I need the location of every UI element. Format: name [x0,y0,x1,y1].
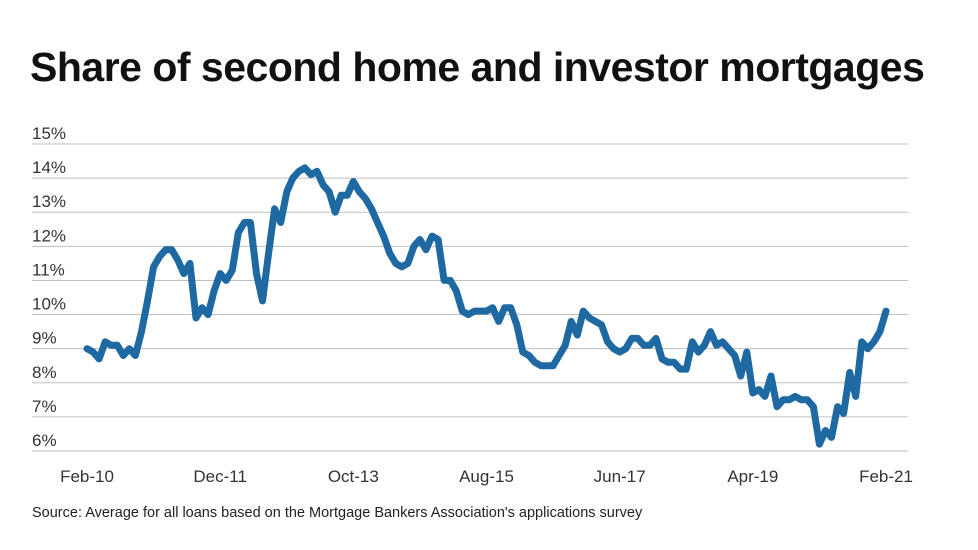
y-tick-label: 14% [32,158,66,177]
y-tick-label: 6% [32,431,57,450]
chart-title: Share of second home and investor mortga… [30,44,925,90]
source-note: Source: Average for all loans based on t… [32,505,643,521]
x-tick-label: Dec-11 [193,467,247,486]
x-tick-label: Jun-17 [594,467,646,486]
y-tick-label: 12% [32,226,66,245]
x-tick-label: Oct-13 [328,467,379,486]
x-tick-label: Apr-19 [727,467,778,486]
gridlines [32,143,908,452]
y-tick-label: 13% [32,192,66,211]
x-axis-ticks: Feb-10 Dec-11 Oct-13 Aug-15 Jun-17 Apr-19 Feb-… [60,467,913,486]
y-tick-label: 11% [32,260,65,279]
x-tick-label: Aug-15 [459,467,514,486]
x-tick-label: Feb-10 [60,467,114,486]
x-tick-label: Feb-21 [859,467,913,486]
y-axis-ticks: 6% 7% 8% 9% 10% 11% 12% 13% 14% 15% [32,124,66,450]
y-tick-label: 7% [32,397,57,416]
series-layer [83,164,890,448]
y-tick-label: 8% [32,363,57,382]
y-tick-label: 15% [32,124,66,143]
y-tick-label: 10% [32,295,66,314]
y-tick-label: 9% [32,329,57,348]
series-line [83,164,890,448]
